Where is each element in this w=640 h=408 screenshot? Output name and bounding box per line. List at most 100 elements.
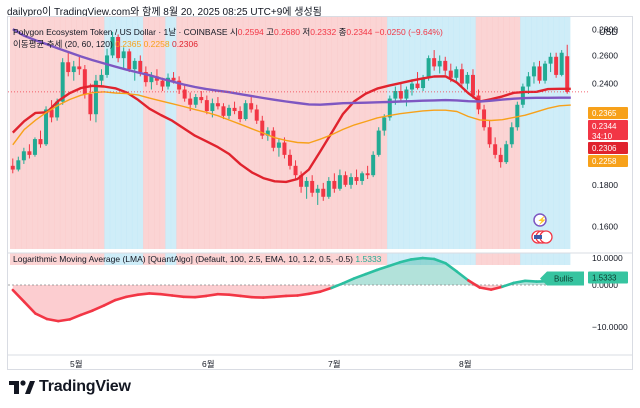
lma-label: Logarithmic Moving Average (LMA) [QuantA… — [13, 254, 354, 264]
trend-zone-osc — [143, 253, 150, 265]
lma-state-badge-text: Bullis — [554, 275, 573, 284]
trend-zone — [76, 17, 83, 249]
trend-zone — [314, 17, 321, 249]
attribution-line: dailypro이 TradingView.com와 함께 8월 20, 202… — [7, 7, 322, 18]
trend-zone-osc — [375, 253, 382, 265]
trend-zone — [531, 17, 538, 249]
candle-body — [504, 144, 509, 163]
candle-body — [337, 175, 342, 189]
trend-zone — [348, 17, 355, 249]
lma-line-segment — [466, 279, 482, 289]
time-tick-label: 8월 — [459, 359, 472, 369]
chart-area[interactable]: 0.28000.26000.24000.22000.20000.18000.16… — [7, 16, 633, 370]
trend-zone-osc — [481, 253, 488, 265]
lma-oscillator — [8, 256, 580, 323]
candle-body — [448, 70, 453, 78]
trend-zone — [392, 17, 399, 249]
open-label: 시 — [229, 27, 238, 37]
trend-zone-osc — [459, 253, 466, 265]
candle-body — [465, 74, 470, 84]
trend-zone — [547, 17, 554, 249]
candle-body — [210, 103, 215, 112]
trend-zone-osc — [281, 253, 288, 265]
lma-line-segment — [11, 288, 26, 304]
trend-zone-osc — [248, 253, 255, 265]
trend-zone — [303, 17, 310, 249]
trend-zone — [176, 17, 183, 249]
trend-zone — [215, 17, 222, 249]
trend-zone — [137, 17, 144, 249]
lma-value-badge-bg — [588, 271, 628, 284]
trend-zone-osc — [10, 253, 16, 265]
trend-zone-osc — [486, 253, 493, 265]
trend-zone — [242, 17, 249, 249]
lma-line-segment — [478, 286, 493, 291]
trend-zone-osc — [59, 253, 66, 265]
lma-tick-label: −10.0000 — [592, 322, 628, 332]
lma-tick-label: 10.0000 — [592, 253, 623, 263]
trend-zone — [470, 17, 477, 249]
lma-line-segment — [444, 261, 459, 273]
candle-body — [254, 109, 259, 121]
trend-zone-osc — [470, 253, 477, 265]
trend-zone-osc — [120, 253, 127, 265]
price-badge-text: 0.2258 — [592, 157, 617, 166]
candle-body — [177, 80, 182, 90]
trend-zone-osc — [204, 253, 211, 265]
trend-zone-osc — [154, 253, 161, 265]
high-value: 0.2680 — [273, 27, 300, 37]
trend-zone-osc — [303, 253, 310, 265]
trend-zone-osc — [37, 253, 44, 265]
candle-body — [543, 63, 548, 81]
trend-zone-osc — [392, 253, 399, 265]
candle-body — [288, 154, 292, 166]
low-value: 0.2332 — [310, 27, 337, 37]
trend-zone-osc — [298, 253, 305, 265]
trend-zone — [481, 17, 488, 249]
flag-stripe-icon — [534, 235, 542, 239]
candle-body — [77, 66, 82, 70]
trend-zone-osc — [364, 253, 371, 265]
chart-canvas[interactable]: 0.28000.26000.24000.22000.20000.18000.16… — [8, 17, 633, 370]
price-tick-label: 0.1600 — [592, 221, 618, 231]
price-badge-bg — [588, 142, 628, 154]
trend-zone-osc — [436, 253, 443, 265]
trend-zone — [425, 17, 432, 249]
candle-body — [55, 101, 60, 118]
open-value: 0.2594 — [237, 27, 264, 37]
candle-body — [260, 120, 265, 136]
trend-zone — [503, 17, 510, 249]
trend-zone — [364, 17, 371, 249]
moving-average-lines — [11, 28, 571, 184]
currency-label: USD — [598, 27, 618, 37]
lma-line-segment — [489, 285, 504, 291]
trend-zone — [253, 17, 260, 249]
trend-zone — [353, 17, 360, 249]
trend-zone-osc — [70, 253, 77, 265]
candle-body — [293, 165, 298, 176]
candle-body — [365, 173, 370, 176]
trend-zone — [21, 17, 28, 249]
trend-zone — [553, 17, 560, 249]
trend-zone — [536, 17, 543, 249]
trend-zone — [492, 17, 499, 249]
ma-label: 이동평균 추세 (20, 60, 120) — [13, 39, 113, 49]
ma-value-3: 0.2306 — [171, 39, 198, 49]
trend-zone — [464, 17, 471, 249]
trend-zone — [359, 17, 366, 249]
trend-zone-osc — [337, 253, 344, 265]
lma-line-segment — [91, 304, 106, 312]
candle-body — [215, 103, 220, 107]
candle-body — [93, 80, 98, 115]
trend-zone-osc — [237, 253, 244, 265]
trend-zone — [120, 17, 127, 249]
candle-body — [548, 56, 553, 64]
trend-zone — [298, 17, 305, 249]
candle-body — [354, 177, 359, 181]
trend-zone — [204, 17, 211, 249]
candle-body — [299, 175, 304, 187]
candle-body — [409, 83, 414, 90]
trend-zone-osc — [21, 253, 28, 265]
candle-body — [149, 76, 154, 83]
lma-line-segment — [102, 298, 117, 307]
